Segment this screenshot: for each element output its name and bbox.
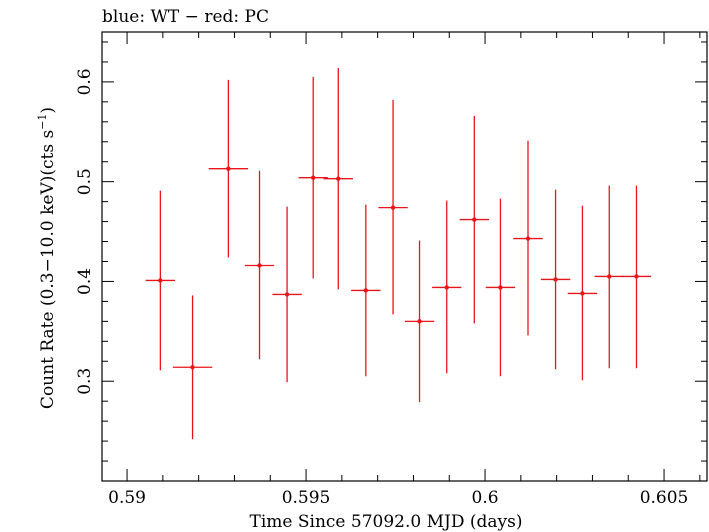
x-tick-label: 0.605 — [640, 488, 689, 508]
data-point — [567, 205, 598, 381]
y-tick-label: 0.4 — [75, 268, 95, 295]
x-tick-label: 0.595 — [282, 488, 331, 508]
point-marker — [580, 291, 585, 296]
point-marker — [498, 285, 503, 290]
x-tick-label: 0.6 — [472, 488, 499, 508]
data-series-pc — [145, 67, 652, 440]
data-point — [323, 67, 353, 290]
data-point — [272, 206, 302, 383]
point-marker — [284, 292, 290, 297]
data-point — [513, 140, 543, 336]
y-axis-label-exponent: −1 — [36, 114, 49, 130]
point-marker — [226, 166, 231, 171]
data-point — [594, 185, 624, 369]
point-marker — [363, 288, 369, 293]
point-marker — [311, 175, 316, 180]
y-tick-label: 0.3 — [75, 368, 95, 395]
point-marker — [472, 217, 477, 222]
point-marker — [390, 205, 396, 210]
data-point — [378, 99, 408, 315]
y-tick-label: 0.5 — [75, 168, 95, 195]
point-marker — [257, 263, 262, 268]
point-marker — [444, 285, 449, 290]
y-tick-label: 0.6 — [75, 68, 95, 95]
data-point — [145, 190, 176, 371]
data-point — [208, 79, 249, 258]
x-tick-label: 0.59 — [108, 488, 146, 508]
point-marker — [525, 236, 531, 241]
chart-title: blue: WT − red: PC — [102, 7, 269, 27]
point-marker — [417, 319, 422, 324]
y-axis-tick-labels: 0.3 0.4 0.5 0.6 — [75, 68, 95, 394]
point-marker — [190, 365, 195, 370]
data-point — [244, 170, 275, 360]
x-axis-label: Time Since 57092.0 MJD (days) — [250, 512, 523, 532]
data-point — [459, 115, 489, 324]
y-axis-label-end: ) — [38, 107, 58, 114]
y-axis-ticks — [102, 41, 707, 482]
point-marker — [158, 278, 163, 283]
point-marker — [607, 274, 612, 279]
y-axis-label: Count Rate (0.3−10.0 keV)(cts s−1) — [36, 107, 58, 409]
data-point — [621, 185, 652, 369]
x-axis-tick-labels: 0.59 0.595 0.6 0.605 — [108, 488, 688, 508]
plot-frame — [101, 31, 708, 482]
y-axis-label-main: Count Rate (0.3−10.0 keV)(cts s — [38, 130, 58, 409]
data-point — [351, 204, 381, 377]
data-point — [298, 76, 328, 279]
data-point — [485, 198, 516, 377]
point-marker — [336, 176, 341, 181]
point-marker — [634, 274, 639, 279]
point-marker — [553, 277, 558, 282]
x-axis-ticks — [126, 32, 701, 481]
data-point — [540, 189, 571, 370]
data-point — [172, 295, 213, 440]
data-point — [432, 200, 462, 374]
data-point — [404, 240, 435, 403]
